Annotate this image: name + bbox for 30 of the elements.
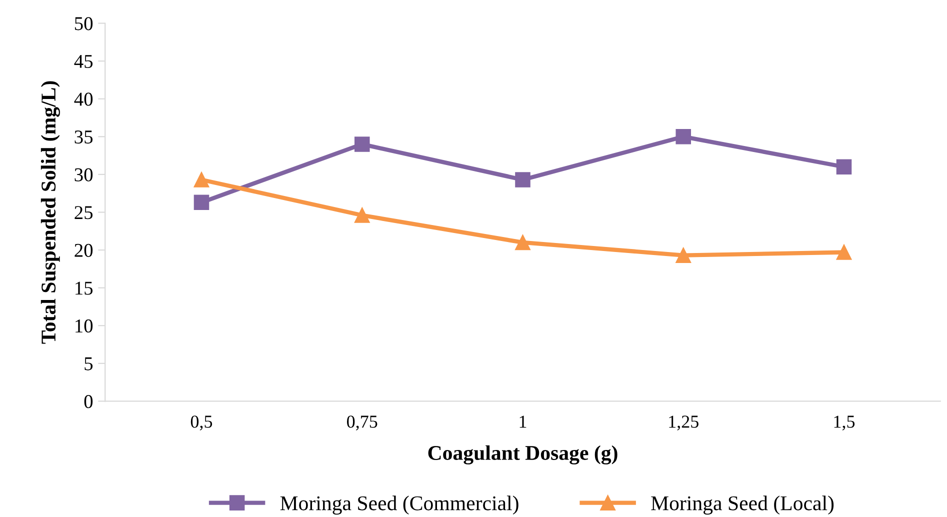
point: [836, 244, 852, 260]
y-tick-label: 10: [76, 319, 93, 333]
y-tick-label: 40: [74, 92, 93, 106]
point: [354, 208, 370, 223]
y-tick-label: 5: [84, 357, 93, 370]
point: [194, 172, 210, 188]
y-tick-label: 20: [74, 244, 93, 257]
y-tick-label: 0: [84, 395, 93, 408]
x-tick-label: 1,25: [669, 416, 698, 430]
x-tick-label: 0,75: [347, 416, 378, 430]
point: [194, 194, 210, 210]
x-tick-label: 1,5: [834, 416, 855, 430]
legend-label: Moringa Seed (Local): [651, 496, 834, 515]
y-tick-label: 50: [74, 17, 93, 30]
point: [515, 234, 530, 250]
point: [836, 159, 852, 175]
x-axis-title: Coagulant Dosage (g): [428, 445, 618, 464]
legend-label: Moringa Seed (Commercial): [280, 496, 518, 515]
point: [676, 248, 692, 263]
y-axis-title: Total Suspended Solid (mg/L): [40, 81, 60, 344]
point: [515, 172, 530, 188]
y-tick-label: 35: [74, 130, 93, 144]
point: [676, 129, 692, 144]
x-tick-label: 1: [520, 416, 526, 428]
y-tick-label: 15: [76, 282, 93, 295]
x-tick-label: 0,5: [190, 416, 212, 430]
y-tick-label: 25: [74, 206, 93, 220]
point: [354, 136, 370, 152]
y-tick-label: 30: [74, 168, 93, 182]
y-tick-label: 45: [74, 55, 93, 68]
